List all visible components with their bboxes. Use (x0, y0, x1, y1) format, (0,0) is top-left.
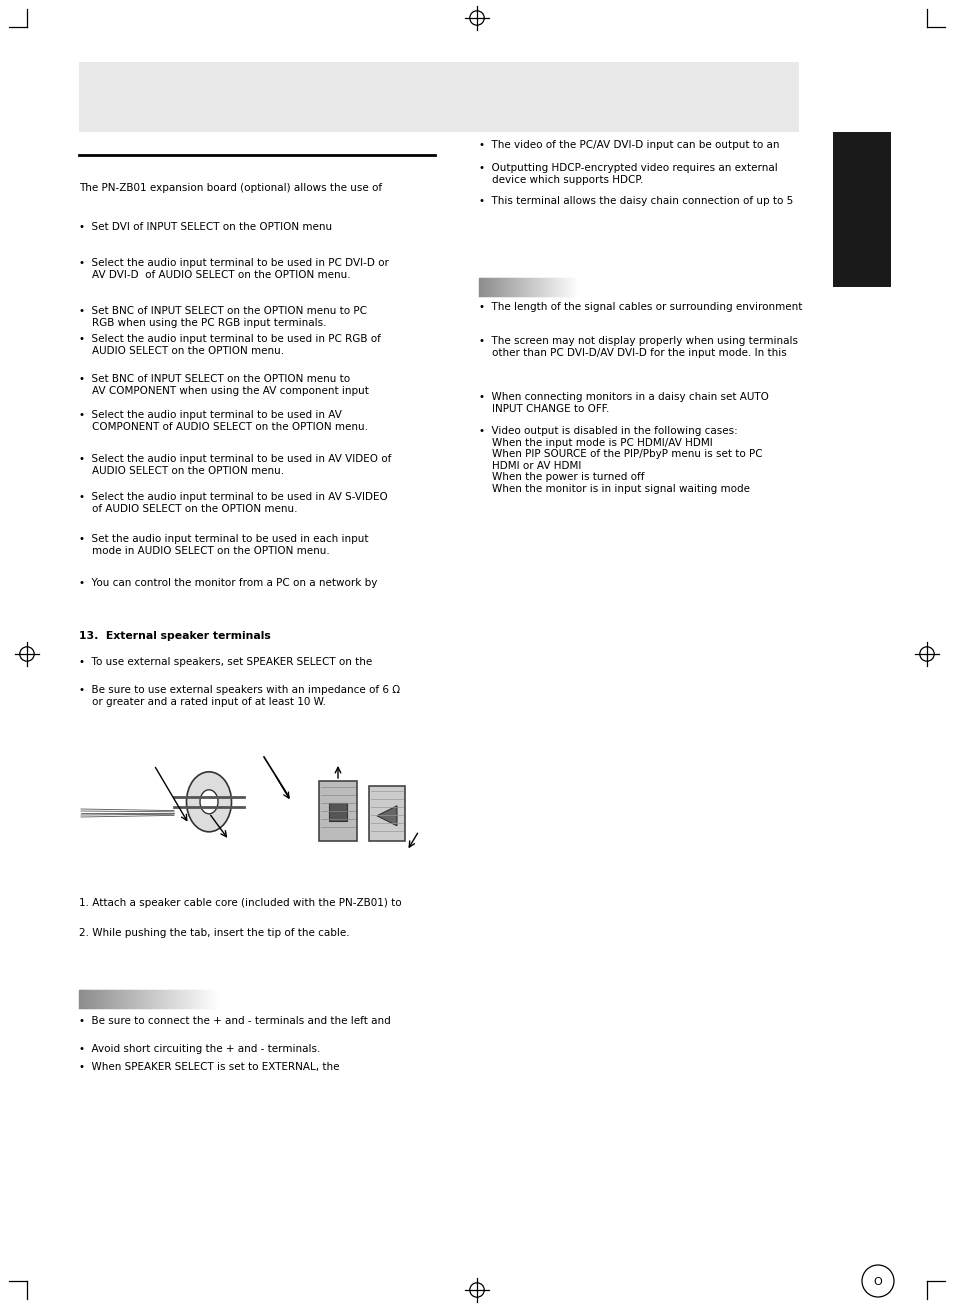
Text: The PN-ZB01 expansion board (optional) allows the use of: The PN-ZB01 expansion board (optional) a… (79, 183, 382, 194)
Text: •  To use external speakers, set SPEAKER SELECT on the: • To use external speakers, set SPEAKER … (79, 657, 372, 667)
Text: •  The length of the signal cables or surrounding environment: • The length of the signal cables or sur… (478, 302, 801, 313)
Bar (79, 61, 799, 132)
Bar (318, 781, 356, 841)
Text: •  Set the audio input terminal to be used in each input
    mode in AUDIO SELEC: • Set the audio input terminal to be use… (79, 534, 368, 556)
Text: •  Select the audio input terminal to be used in PC RGB of
    AUDIO SELECT on t: • Select the audio input terminal to be … (79, 334, 380, 356)
Text: •  Select the audio input terminal to be used in AV VIDEO of
    AUDIO SELECT on: • Select the audio input terminal to be … (79, 454, 391, 476)
Text: •  The video of the PC/AV DVI-D input can be output to an: • The video of the PC/AV DVI-D input can… (478, 140, 779, 150)
Ellipse shape (200, 790, 218, 814)
Text: •  Select the audio input terminal to be used in AV
    COMPONENT of AUDIO SELEC: • Select the audio input terminal to be … (79, 409, 368, 432)
Text: •  When connecting monitors in a daisy chain set AUTO
    INPUT CHANGE to OFF.: • When connecting monitors in a daisy ch… (478, 392, 768, 413)
Text: •  Outputting HDCP-encrypted video requires an external
    device which support: • Outputting HDCP-encrypted video requir… (478, 164, 777, 184)
Bar (329, 803, 347, 821)
Text: •  You can control the monitor from a PC on a network by: • You can control the monitor from a PC … (79, 578, 377, 589)
Text: •  Set DVI of INPUT SELECT on the OPTION menu: • Set DVI of INPUT SELECT on the OPTION … (79, 222, 332, 232)
Text: •  Be sure to use external speakers with an impedance of 6 Ω
    or greater and : • Be sure to use external speakers with … (79, 685, 399, 706)
Text: 1. Attach a speaker cable core (included with the PN-ZB01) to: 1. Attach a speaker cable core (included… (79, 899, 401, 908)
Text: O: O (873, 1277, 882, 1287)
Text: •  When SPEAKER SELECT is set to EXTERNAL, the: • When SPEAKER SELECT is set to EXTERNAL… (79, 1062, 339, 1073)
Ellipse shape (186, 772, 232, 832)
Text: •  Avoid short circuiting the + and - terminals.: • Avoid short circuiting the + and - ter… (79, 1044, 320, 1054)
Text: •  Be sure to connect the + and - terminals and the left and: • Be sure to connect the + and - termina… (79, 1016, 391, 1025)
Text: •  The screen may not display properly when using terminals
    other than PC DV: • The screen may not display properly wh… (478, 336, 797, 357)
Text: •  Select the audio input terminal to be used in PC DVI-D or
    AV DVI-D  of AU: • Select the audio input terminal to be … (79, 258, 389, 280)
Text: •  This terminal allows the daisy chain connection of up to 5: • This terminal allows the daisy chain c… (478, 196, 792, 205)
Text: •  Set BNC of INPUT SELECT on the OPTION menu to
    AV COMPONENT when using the: • Set BNC of INPUT SELECT on the OPTION … (79, 374, 369, 395)
Text: •  Set BNC of INPUT SELECT on the OPTION menu to PC
    RGB when using the PC RG: • Set BNC of INPUT SELECT on the OPTION … (79, 306, 367, 327)
Text: •  Select the audio input terminal to be used in AV S-VIDEO
    of AUDIO SELECT : • Select the audio input terminal to be … (79, 492, 387, 514)
FancyBboxPatch shape (369, 786, 405, 841)
Text: 13.  External speaker terminals: 13. External speaker terminals (79, 630, 271, 641)
Polygon shape (376, 806, 396, 825)
Text: •  Video output is disabled in the following cases:
    When the input mode is P: • Video output is disabled in the follow… (478, 426, 761, 494)
Text: 2. While pushing the tab, insert the tip of the cable.: 2. While pushing the tab, insert the tip… (79, 927, 349, 938)
Bar (832, 132, 890, 286)
